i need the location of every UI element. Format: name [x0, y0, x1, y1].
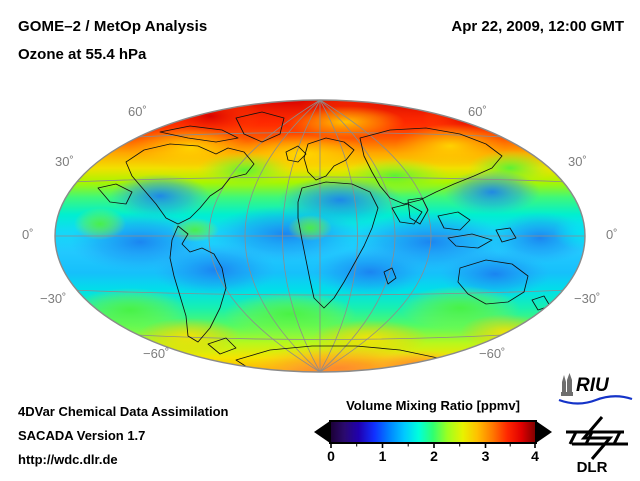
colorbar-minor-ticks: [356, 443, 511, 447]
colorbar-tick-labels: 0 1 2 3 4: [312, 448, 554, 470]
cathedral-icon: [561, 373, 573, 396]
lat-label-30s-left: −30˚: [40, 291, 67, 306]
timestamp-label: Apr 22, 2009, 12:00 GMT: [451, 18, 624, 35]
colorbar-tick-2: 2: [430, 448, 438, 464]
mollweide-projection-plot: [54, 99, 586, 373]
graticule: [55, 100, 585, 372]
map-border: [54, 99, 586, 373]
colorbar-under-cap: [314, 421, 330, 443]
colorbar-title: Volume Mixing Ratio [ppmv]: [346, 398, 520, 413]
lat-label-30s-right: −30˚: [574, 291, 601, 306]
dlr-logo: DLR: [562, 414, 634, 481]
footer-line-version: SACADA Version 1.7: [18, 428, 146, 443]
riu-logo-graphic: RIU: [558, 373, 633, 405]
colorbar-tick-4: 4: [531, 448, 539, 464]
colorbar-tick-1: 1: [378, 448, 387, 464]
colorbar: Volume Mixing Ratio [ppmv]: [312, 398, 554, 476]
dlr-logo-graphic: DLR: [566, 416, 628, 476]
lat-label-0-left: 0˚: [22, 227, 34, 242]
ozone-map: 60˚ 30˚ 0˚ −30˚ −60˚ 60˚ 30˚ 0˚ −30˚ −60…: [22, 92, 618, 384]
footer-line-url[interactable]: http://wdc.dlr.de: [18, 452, 118, 467]
footer-line-method: 4DVar Chemical Data Assimilation: [18, 404, 229, 419]
colorbar-tick-0: 0: [327, 448, 335, 464]
wave-icon: [558, 395, 633, 405]
lat-label-60s-left: −60˚: [143, 346, 170, 361]
colorbar-major-ticks: [330, 443, 536, 448]
colorbar-gradient: [314, 420, 552, 448]
riu-wordmark: RIU: [576, 375, 610, 396]
lat-label-60n-right: 60˚: [468, 104, 487, 119]
dlr-wordmark: DLR: [577, 459, 608, 476]
colorbar-over-cap: [536, 421, 552, 443]
page-title: GOME–2 / MetOp Analysis: [18, 18, 208, 35]
dlr-emblem-icon: [566, 416, 628, 460]
lat-label-30n-right: 30˚: [568, 154, 587, 169]
colorbar-tick-3: 3: [481, 448, 490, 464]
lat-label-30n-left: 30˚: [55, 154, 74, 169]
lat-label-0-right: 0˚: [606, 227, 618, 242]
lat-label-60n-left: 60˚: [128, 104, 147, 119]
riu-logo: RIU: [556, 372, 636, 413]
page-subtitle: Ozone at 55.4 hPa: [18, 46, 147, 63]
lat-label-60s-right: −60˚: [479, 346, 506, 361]
